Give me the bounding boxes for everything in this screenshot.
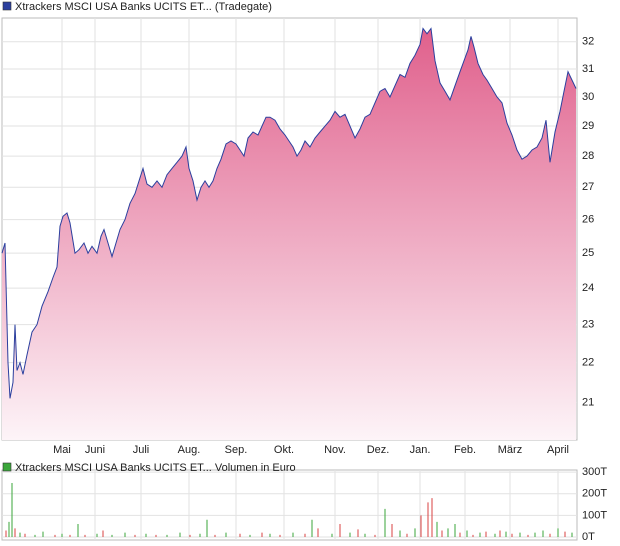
y-tick-label: 200T — [582, 488, 607, 500]
y-tick-label: 25 — [582, 247, 594, 259]
y-tick-label: 27 — [582, 181, 594, 193]
legend-label: Xtrackers MSCI USA Banks UCITS ET... Vol… — [15, 462, 296, 474]
y-tick-label: 300T — [582, 466, 607, 478]
legend-swatch — [2, 1, 12, 11]
y-tick-label: 21 — [582, 396, 594, 408]
x-tick-label: Aug. — [178, 444, 201, 456]
y-tick-label: 28 — [582, 150, 594, 162]
y-tick-label: 22 — [582, 357, 594, 369]
x-tick-label: Okt. — [274, 444, 294, 456]
volume-plot-frame — [1, 469, 578, 541]
x-tick-label: Juli — [133, 444, 150, 456]
x-tick-label: Mai — [53, 444, 71, 456]
y-tick-label: 100T — [582, 509, 607, 521]
x-tick-label: April — [547, 444, 569, 456]
x-tick-label: Sep. — [225, 444, 248, 456]
y-tick-label: 29 — [582, 120, 594, 132]
y-tick-label: 32 — [582, 36, 594, 48]
y-tick-label: 23 — [582, 318, 594, 330]
y-tick-label: 0T — [582, 531, 595, 543]
y-tick-label: 26 — [582, 213, 594, 225]
price-line — [1, 27, 577, 399]
legend-label: Xtrackers MSCI USA Banks UCITS ET... (Tr… — [15, 1, 272, 13]
y-tick-label: 24 — [582, 282, 594, 294]
x-tick-label: Juni — [85, 444, 105, 456]
x-tick-label: März — [498, 444, 522, 456]
y-tick-label: 30 — [582, 91, 594, 103]
x-tick-label: Dez. — [367, 444, 390, 456]
x-tick-label: Jan. — [410, 444, 431, 456]
x-tick-label: Nov. — [324, 444, 346, 456]
legend-swatch — [2, 462, 12, 472]
x-tick-label: Feb. — [454, 444, 476, 456]
price-area — [2, 28, 576, 440]
y-tick-label: 31 — [582, 63, 594, 75]
